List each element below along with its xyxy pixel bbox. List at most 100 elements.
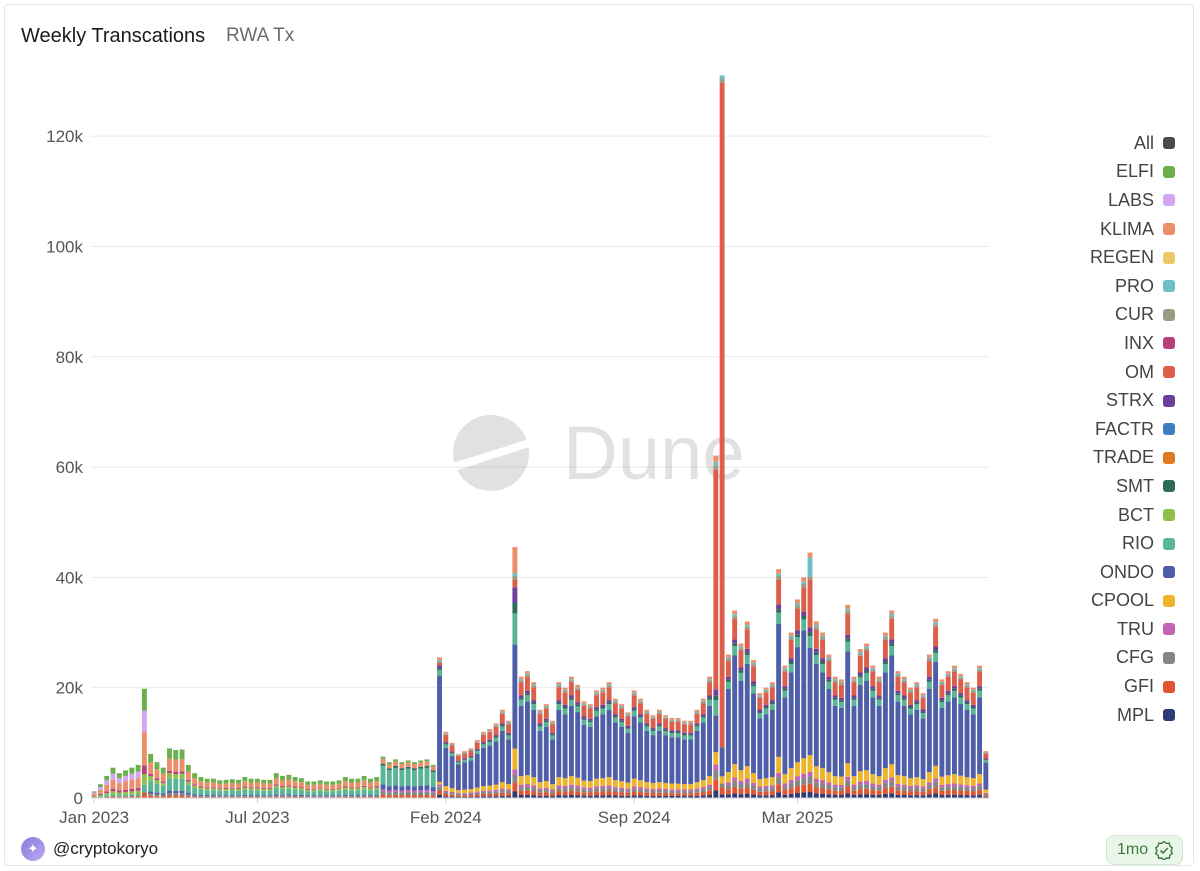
bar-week-46[interactable] [380,756,386,798]
bar-week-74[interactable] [556,682,562,798]
legend-item-cpool[interactable]: CPOOL [1055,587,1175,616]
bar-week-33[interactable] [298,778,304,798]
bar-week-140[interactable] [970,687,976,798]
bar-week-105[interactable] [751,660,756,798]
bar-week-138[interactable] [958,673,964,798]
bar-week-47[interactable] [386,762,392,798]
bar-week-72[interactable] [543,704,549,798]
bar-week-15[interactable] [185,764,191,798]
bar-week-43[interactable] [361,775,367,798]
bar-week-49[interactable] [399,762,405,798]
bar-week-109[interactable] [776,569,782,798]
bar-week-57[interactable] [449,742,455,798]
bar-week-50[interactable] [405,760,411,799]
bar-week-94[interactable] [681,720,687,798]
bar-week-65[interactable] [499,709,505,798]
bar-week-9[interactable] [148,753,154,798]
bar-week-127[interactable] [889,610,895,798]
bar-week-37[interactable] [324,781,329,798]
bar-week-44[interactable] [368,778,373,798]
bar-week-76[interactable] [568,676,574,798]
bar-week-19[interactable] [211,778,216,798]
bar-week-6[interactable] [129,767,135,798]
bar-week-108[interactable] [769,682,775,798]
legend-item-smt[interactable]: SMT [1055,472,1175,501]
bar-week-95[interactable] [688,720,694,798]
bar-week-2[interactable] [104,775,110,798]
bar-week-141[interactable] [977,665,983,798]
bar-week-93[interactable] [675,718,681,798]
bar-week-118[interactable] [832,676,838,798]
bar-week-39[interactable] [336,780,342,798]
bar-week-82[interactable] [606,682,612,798]
legend-item-cur[interactable]: CUR [1055,301,1175,330]
legend-item-regen[interactable]: REGEN [1055,243,1175,272]
bar-week-106[interactable] [757,693,763,798]
bar-week-26[interactable] [254,778,260,798]
bar-week-87[interactable] [638,698,643,798]
bar-week-98[interactable] [707,676,712,798]
bar-week-11[interactable] [160,767,166,798]
bar-week-61[interactable] [474,740,480,798]
bar-week-122[interactable] [857,649,863,798]
bar-week-48[interactable] [393,759,399,798]
bar-week-100[interactable] [719,75,725,798]
bar-week-27[interactable] [261,779,267,798]
bar-week-120[interactable] [845,604,851,798]
bar-week-99[interactable] [713,456,719,798]
legend-item-factr[interactable]: FACTR [1055,415,1175,444]
bar-week-18[interactable] [204,778,210,798]
bar-week-31[interactable] [286,774,292,798]
bar-week-131[interactable] [914,682,920,798]
bar-week-139[interactable] [964,682,970,798]
bar-week-133[interactable] [926,654,932,798]
bar-week-0[interactable] [91,791,97,798]
bar-week-83[interactable] [612,698,618,798]
legend-item-inx[interactable]: INX [1055,329,1175,358]
bar-week-58[interactable] [455,753,461,798]
bar-week-25[interactable] [248,778,254,798]
bar-week-20[interactable] [217,780,223,798]
bar-week-88[interactable] [644,709,650,798]
bar-week-34[interactable] [305,781,311,798]
bar-week-4[interactable] [116,773,122,798]
bar-week-51[interactable] [411,762,417,798]
bar-week-126[interactable] [882,632,888,798]
bar-week-23[interactable] [236,779,242,798]
bar-week-137[interactable] [952,665,957,798]
bar-week-113[interactable] [801,577,807,798]
bar-week-66[interactable] [506,720,512,798]
bar-week-97[interactable] [700,698,706,798]
bar-week-1[interactable] [97,784,103,798]
bar-week-21[interactable] [223,779,229,798]
bar-week-5[interactable] [123,770,128,798]
bar-week-70[interactable] [531,682,537,798]
bar-week-104[interactable] [744,621,750,798]
legend-item-tru[interactable]: TRU [1055,615,1175,644]
bar-week-79[interactable] [587,704,593,798]
legend-item-all[interactable]: All [1055,129,1175,158]
bar-week-71[interactable] [537,709,543,798]
legend-item-klima[interactable]: KLIMA [1055,215,1175,244]
bar-week-35[interactable] [311,781,317,798]
bar-week-123[interactable] [864,643,869,798]
bar-week-89[interactable] [650,715,656,798]
bar-week-102[interactable] [732,610,738,798]
bar-week-116[interactable] [820,632,826,798]
bar-week-52[interactable] [418,760,424,799]
legend-item-labs[interactable]: LABS [1055,186,1175,215]
legend-item-om[interactable]: OM [1055,358,1175,387]
bar-week-64[interactable] [493,723,499,798]
bar-week-60[interactable] [468,748,474,798]
legend-item-elfi[interactable]: ELFI [1055,158,1175,187]
legend-item-cfg[interactable]: CFG [1055,644,1175,673]
bar-week-41[interactable] [349,778,355,798]
bar-week-125[interactable] [876,676,882,798]
bar-week-62[interactable] [481,731,486,798]
bar-week-130[interactable] [908,687,913,798]
bar-week-22[interactable] [229,779,235,798]
bar-week-103[interactable] [738,643,744,798]
legend-item-pro[interactable]: PRO [1055,272,1175,301]
bar-week-111[interactable] [788,632,794,798]
bar-week-7[interactable] [135,764,141,798]
